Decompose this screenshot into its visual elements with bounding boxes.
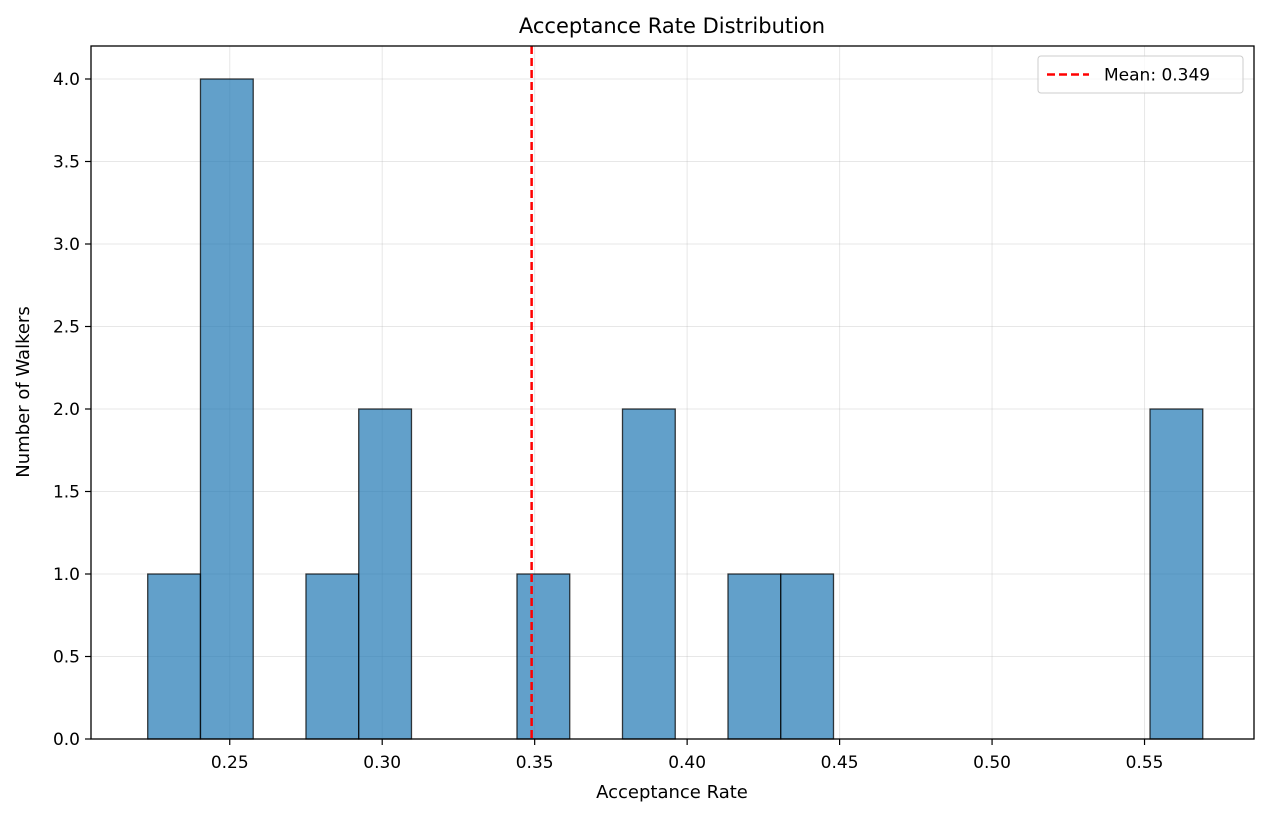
x-tick-label: 0.50 xyxy=(973,753,1011,773)
y-tick-label: 4.0 xyxy=(53,70,80,90)
y-tick-label: 2.0 xyxy=(53,400,80,420)
x-tick-label: 0.55 xyxy=(1126,753,1164,773)
y-tick-label: 1.5 xyxy=(53,483,80,503)
plot-frame xyxy=(90,45,1255,740)
x-axis-label: Acceptance Rate xyxy=(596,782,748,803)
histogram-bar xyxy=(305,573,360,740)
x-tick-label: 0.40 xyxy=(668,753,706,773)
legend-label: Mean: 0.349 xyxy=(1104,66,1210,86)
chart-title: Acceptance Rate Distribution xyxy=(519,14,825,38)
x-axis-ticks: 0.25 0.30 0.35 0.40 0.45 0.50 0.55 xyxy=(211,739,1164,773)
histogram-bar xyxy=(147,573,202,740)
histogram-bar xyxy=(621,408,676,740)
y-tick-label: 0.0 xyxy=(53,730,80,750)
y-tick-label: 3.0 xyxy=(53,235,80,255)
x-tick-label: 0.30 xyxy=(363,753,401,773)
legend-box xyxy=(1037,55,1244,94)
x-tick-label: 0.35 xyxy=(516,753,554,773)
y-tick-label: 0.5 xyxy=(53,648,80,668)
histogram-bar xyxy=(780,573,835,740)
x-tick-label: 0.45 xyxy=(821,753,859,773)
y-tick-label: 2.5 xyxy=(53,318,80,338)
histogram-bar xyxy=(516,573,571,740)
histogram-bars xyxy=(147,78,1204,740)
y-axis-label: Number of Walkers xyxy=(13,306,34,477)
legend: Mean: 0.349 xyxy=(1037,55,1244,94)
histogram-bar xyxy=(199,78,254,740)
y-tick-label: 1.0 xyxy=(53,565,80,585)
y-axis-ticks: 0.0 0.5 1.0 1.5 2.0 2.5 3.0 3.5 4.0 xyxy=(53,70,91,750)
histogram-bar xyxy=(358,408,413,740)
y-tick-label: 3.5 xyxy=(53,153,80,173)
x-tick-label: 0.25 xyxy=(211,753,249,773)
histogram-bar xyxy=(727,573,782,740)
histogram-bar xyxy=(1149,408,1204,740)
